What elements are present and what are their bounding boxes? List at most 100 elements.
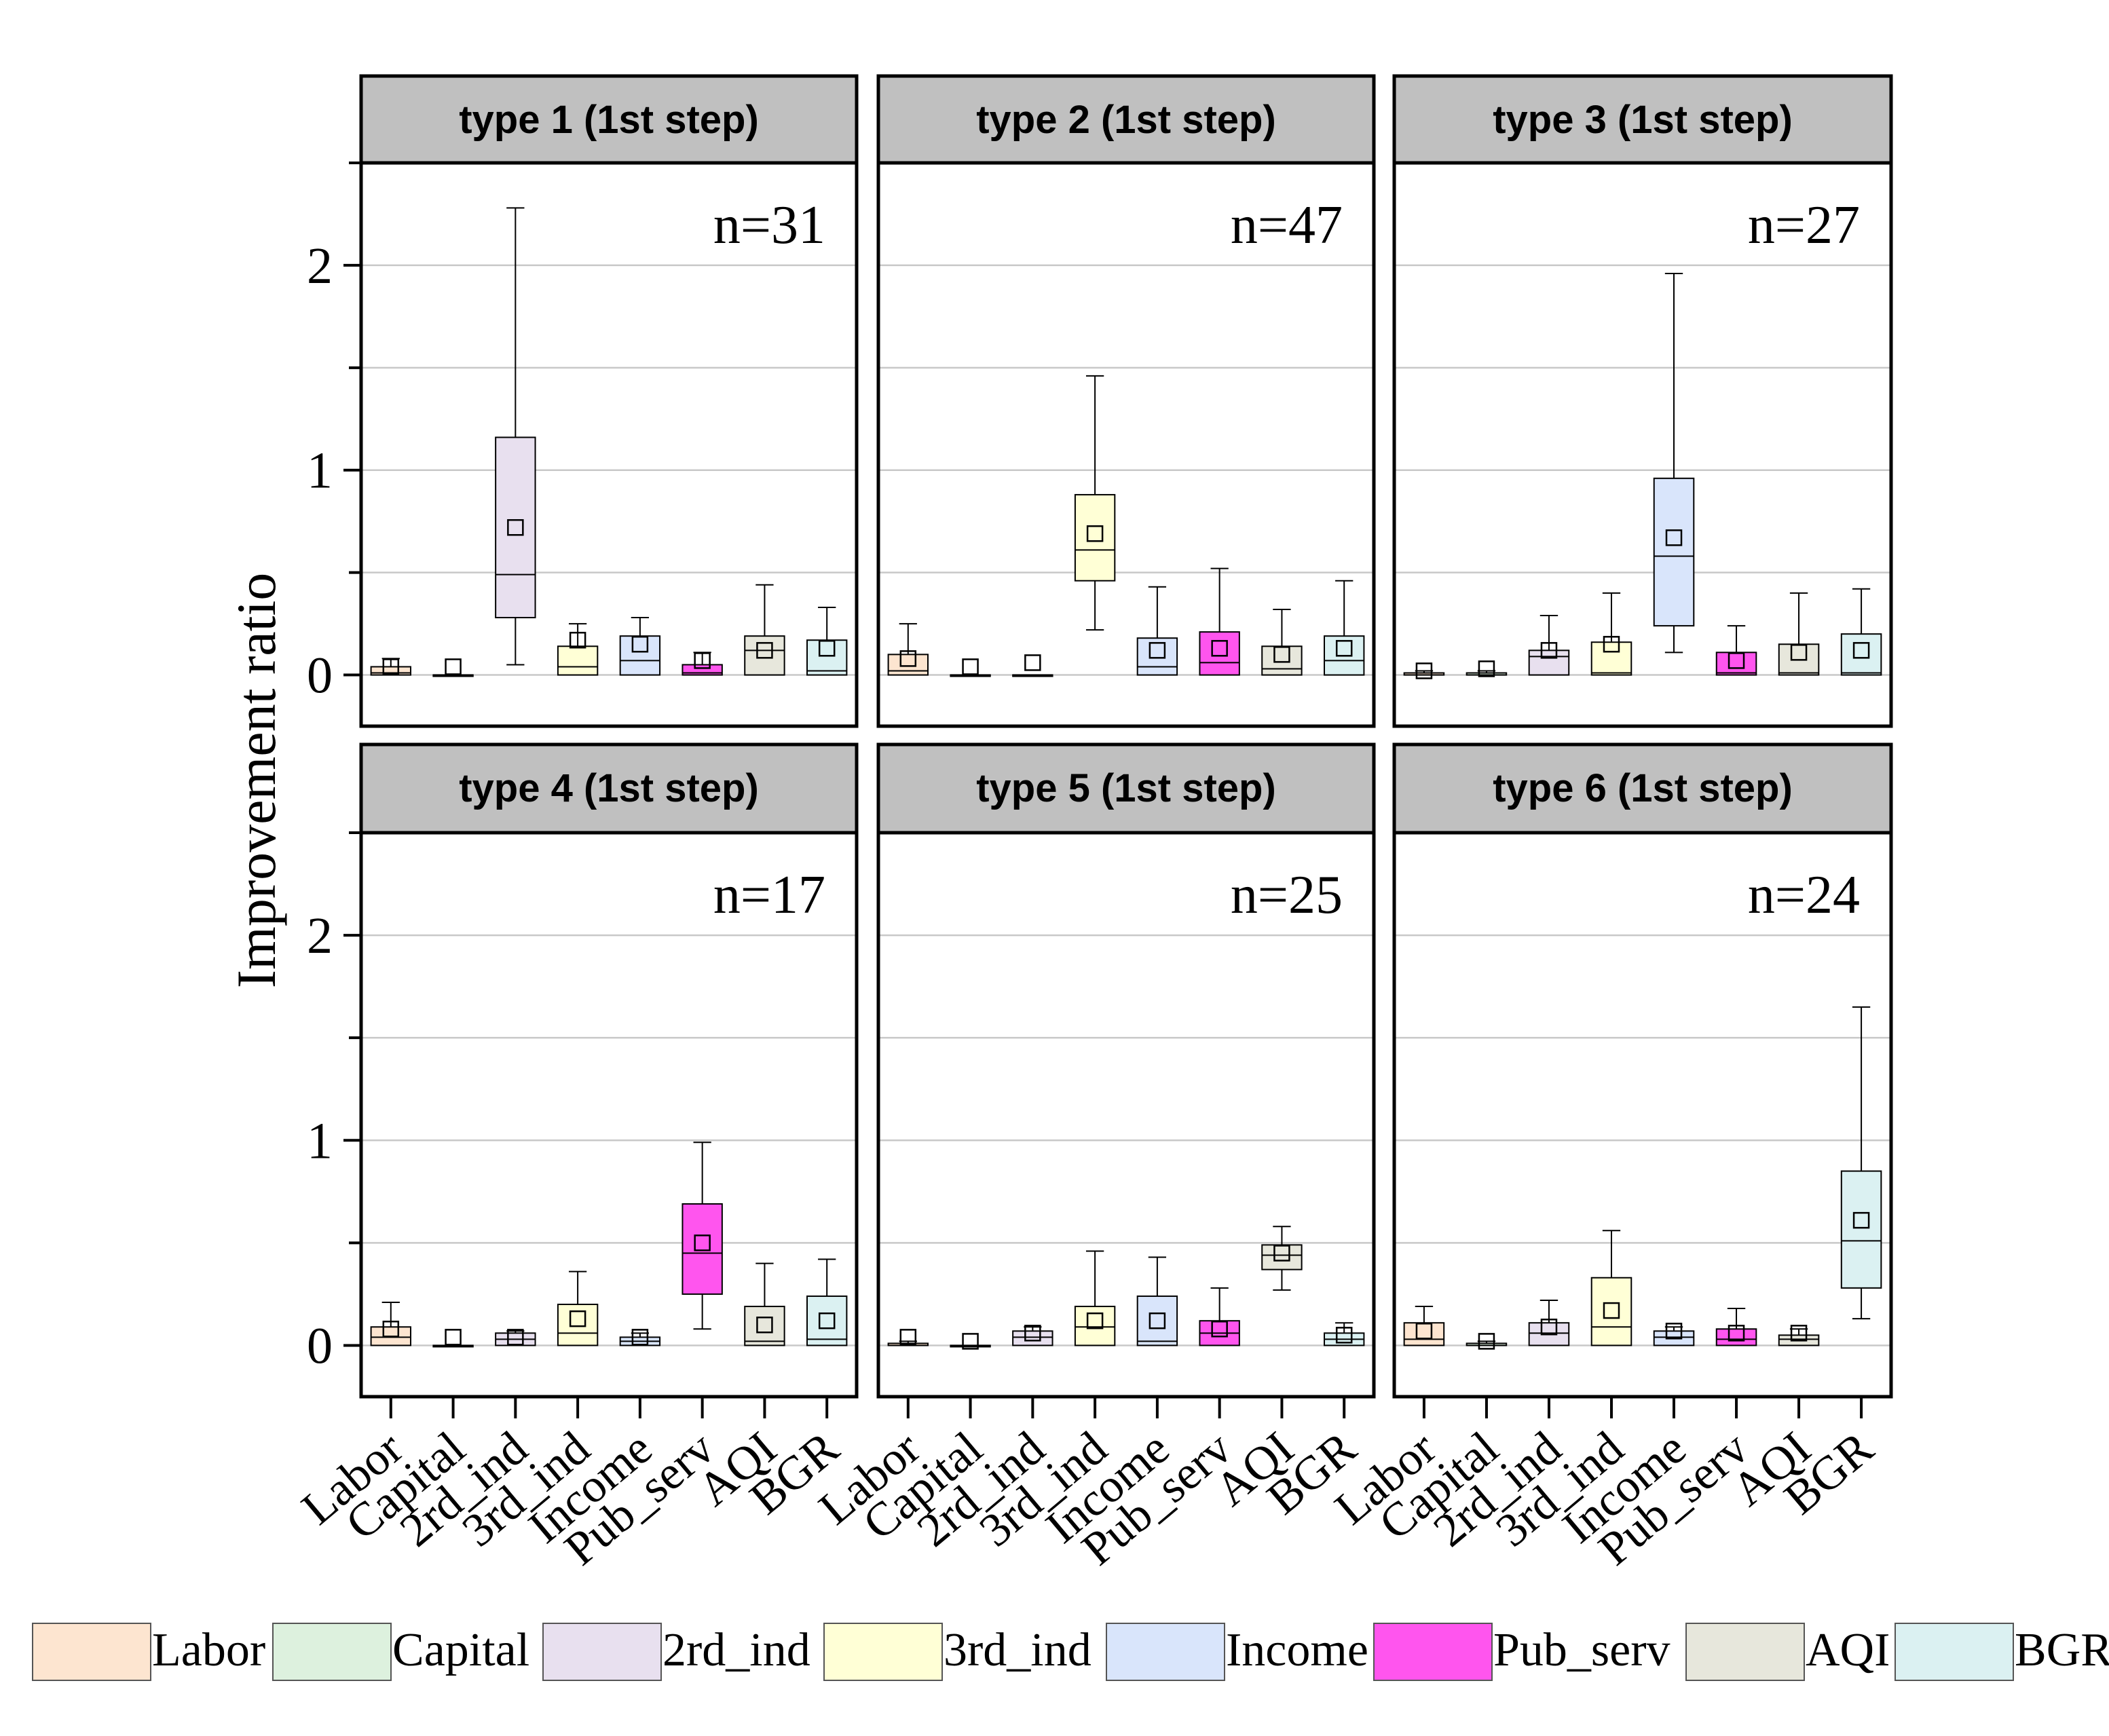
panel-frame xyxy=(1392,831,1893,1399)
box-Labor xyxy=(1403,1306,1445,1346)
mean-marker xyxy=(1273,646,1290,663)
box-Income xyxy=(619,617,661,676)
y-tick-label: 0 xyxy=(307,1317,333,1374)
legend-swatch xyxy=(823,1623,943,1681)
mean-marker xyxy=(1728,652,1745,669)
legend-item-Labor: Labor xyxy=(32,1623,265,1681)
box-body xyxy=(1136,637,1178,676)
box-body xyxy=(1653,477,1695,627)
box-2rd_ind xyxy=(1012,654,1053,677)
box-Pub_serv xyxy=(1715,625,1757,676)
legend-swatch xyxy=(1106,1623,1225,1681)
box-body xyxy=(1403,1322,1445,1346)
mean-marker xyxy=(1478,660,1495,677)
sample-size-label: n=31 xyxy=(713,195,825,255)
box-BGR xyxy=(806,606,848,676)
mean-marker xyxy=(569,631,586,649)
mean-marker xyxy=(1149,642,1166,659)
mean-marker xyxy=(1211,640,1228,657)
legend-item-3rd_ind: 3rd_ind xyxy=(823,1623,1091,1681)
legend-label: Labor xyxy=(152,1624,265,1676)
box-Capital xyxy=(432,1329,474,1348)
sample-size-label: n=25 xyxy=(1231,865,1343,925)
legend-item-Income: Income xyxy=(1106,1623,1368,1681)
panel-strip xyxy=(359,74,859,165)
mean-marker xyxy=(694,1234,711,1251)
mean-marker xyxy=(1086,525,1104,542)
box-Income xyxy=(1653,272,1695,654)
panel-title: type 6 (1st step) xyxy=(1493,766,1793,810)
legend-swatch xyxy=(272,1623,392,1681)
mean-marker xyxy=(569,1310,586,1327)
sample-size-label: n=17 xyxy=(713,865,825,925)
y-tick-label: 1 xyxy=(307,442,333,499)
box-Labor xyxy=(1403,662,1445,679)
box-body xyxy=(1012,1330,1053,1346)
legend-swatch xyxy=(1895,1623,2014,1681)
box-Pub_serv xyxy=(682,652,723,676)
panel-strip xyxy=(1392,74,1893,165)
mean-marker xyxy=(445,658,462,675)
box-body xyxy=(744,635,785,676)
box-Labor xyxy=(887,1329,929,1346)
mean-marker xyxy=(1024,654,1041,671)
mean-marker xyxy=(1478,1333,1495,1350)
mean-marker xyxy=(631,1329,649,1346)
box-body xyxy=(1840,1170,1882,1289)
box-3rd_ind xyxy=(557,1270,599,1346)
panel-strip xyxy=(876,742,1376,835)
axes: 012012LaborCapital2rd_ind3rd_indIncomePu… xyxy=(293,162,1884,1576)
box-body xyxy=(1261,645,1303,676)
box-body xyxy=(1590,641,1632,676)
mean-marker xyxy=(1415,1323,1433,1340)
box-AQI xyxy=(1778,592,1820,676)
box-2rd_ind xyxy=(1528,1299,1570,1346)
box-Income xyxy=(619,1329,661,1346)
mean-marker xyxy=(1415,662,1433,679)
panel-strip xyxy=(1392,742,1893,835)
mean-marker xyxy=(1852,1211,1870,1229)
legend-swatch xyxy=(542,1623,662,1681)
mean-marker xyxy=(694,652,711,669)
box-Labor xyxy=(370,1301,411,1346)
box-3rd_ind xyxy=(1590,1230,1632,1346)
box-body xyxy=(682,1203,723,1295)
legend-swatch xyxy=(1373,1623,1493,1681)
box-AQI xyxy=(744,1262,785,1346)
box-3rd_ind xyxy=(1074,1250,1116,1346)
panel-frames: type 1 (1st step) n=31 type 2 (1st step) n=… xyxy=(359,74,1893,1399)
legend-item-Capital: Capital xyxy=(272,1623,529,1681)
mean-marker xyxy=(1790,644,1808,661)
box-3rd_ind xyxy=(1074,375,1116,631)
mean-marker xyxy=(756,1316,773,1334)
box-3rd_ind xyxy=(1590,592,1632,676)
panel-title: type 4 (1st step) xyxy=(459,766,759,810)
sample-size-label: n=27 xyxy=(1748,195,1860,255)
panel-frame xyxy=(876,831,1376,1399)
box-Capital xyxy=(432,658,474,677)
boxes xyxy=(370,207,1882,1350)
mean-marker xyxy=(1603,636,1620,653)
box-body xyxy=(887,654,929,676)
box-body xyxy=(370,1326,411,1346)
legend-swatch xyxy=(32,1623,151,1681)
box-Pub_serv xyxy=(1199,1287,1240,1346)
mean-marker xyxy=(1335,640,1353,657)
box-Income xyxy=(1136,586,1178,676)
mean-marker xyxy=(1149,1312,1166,1329)
legend-item-2rd_ind: 2rd_ind xyxy=(542,1623,810,1681)
box-body xyxy=(495,436,536,619)
box-body xyxy=(1590,1277,1632,1346)
legend-item-BGR: BGR xyxy=(1895,1623,2109,1681)
panel-title: type 3 (1st step) xyxy=(1493,98,1793,142)
box-Labor xyxy=(887,623,929,676)
box-2rd_ind xyxy=(495,207,536,666)
box-Pub_serv xyxy=(1715,1308,1757,1346)
box-body xyxy=(619,635,661,676)
panel-title: type 1 (1st step) xyxy=(459,98,759,142)
box-body xyxy=(744,1306,785,1346)
panel-frame xyxy=(1392,161,1893,728)
legend-item-Pub_serv: Pub_serv xyxy=(1373,1623,1671,1681)
legend-item-AQI: AQI xyxy=(1685,1623,1890,1681)
